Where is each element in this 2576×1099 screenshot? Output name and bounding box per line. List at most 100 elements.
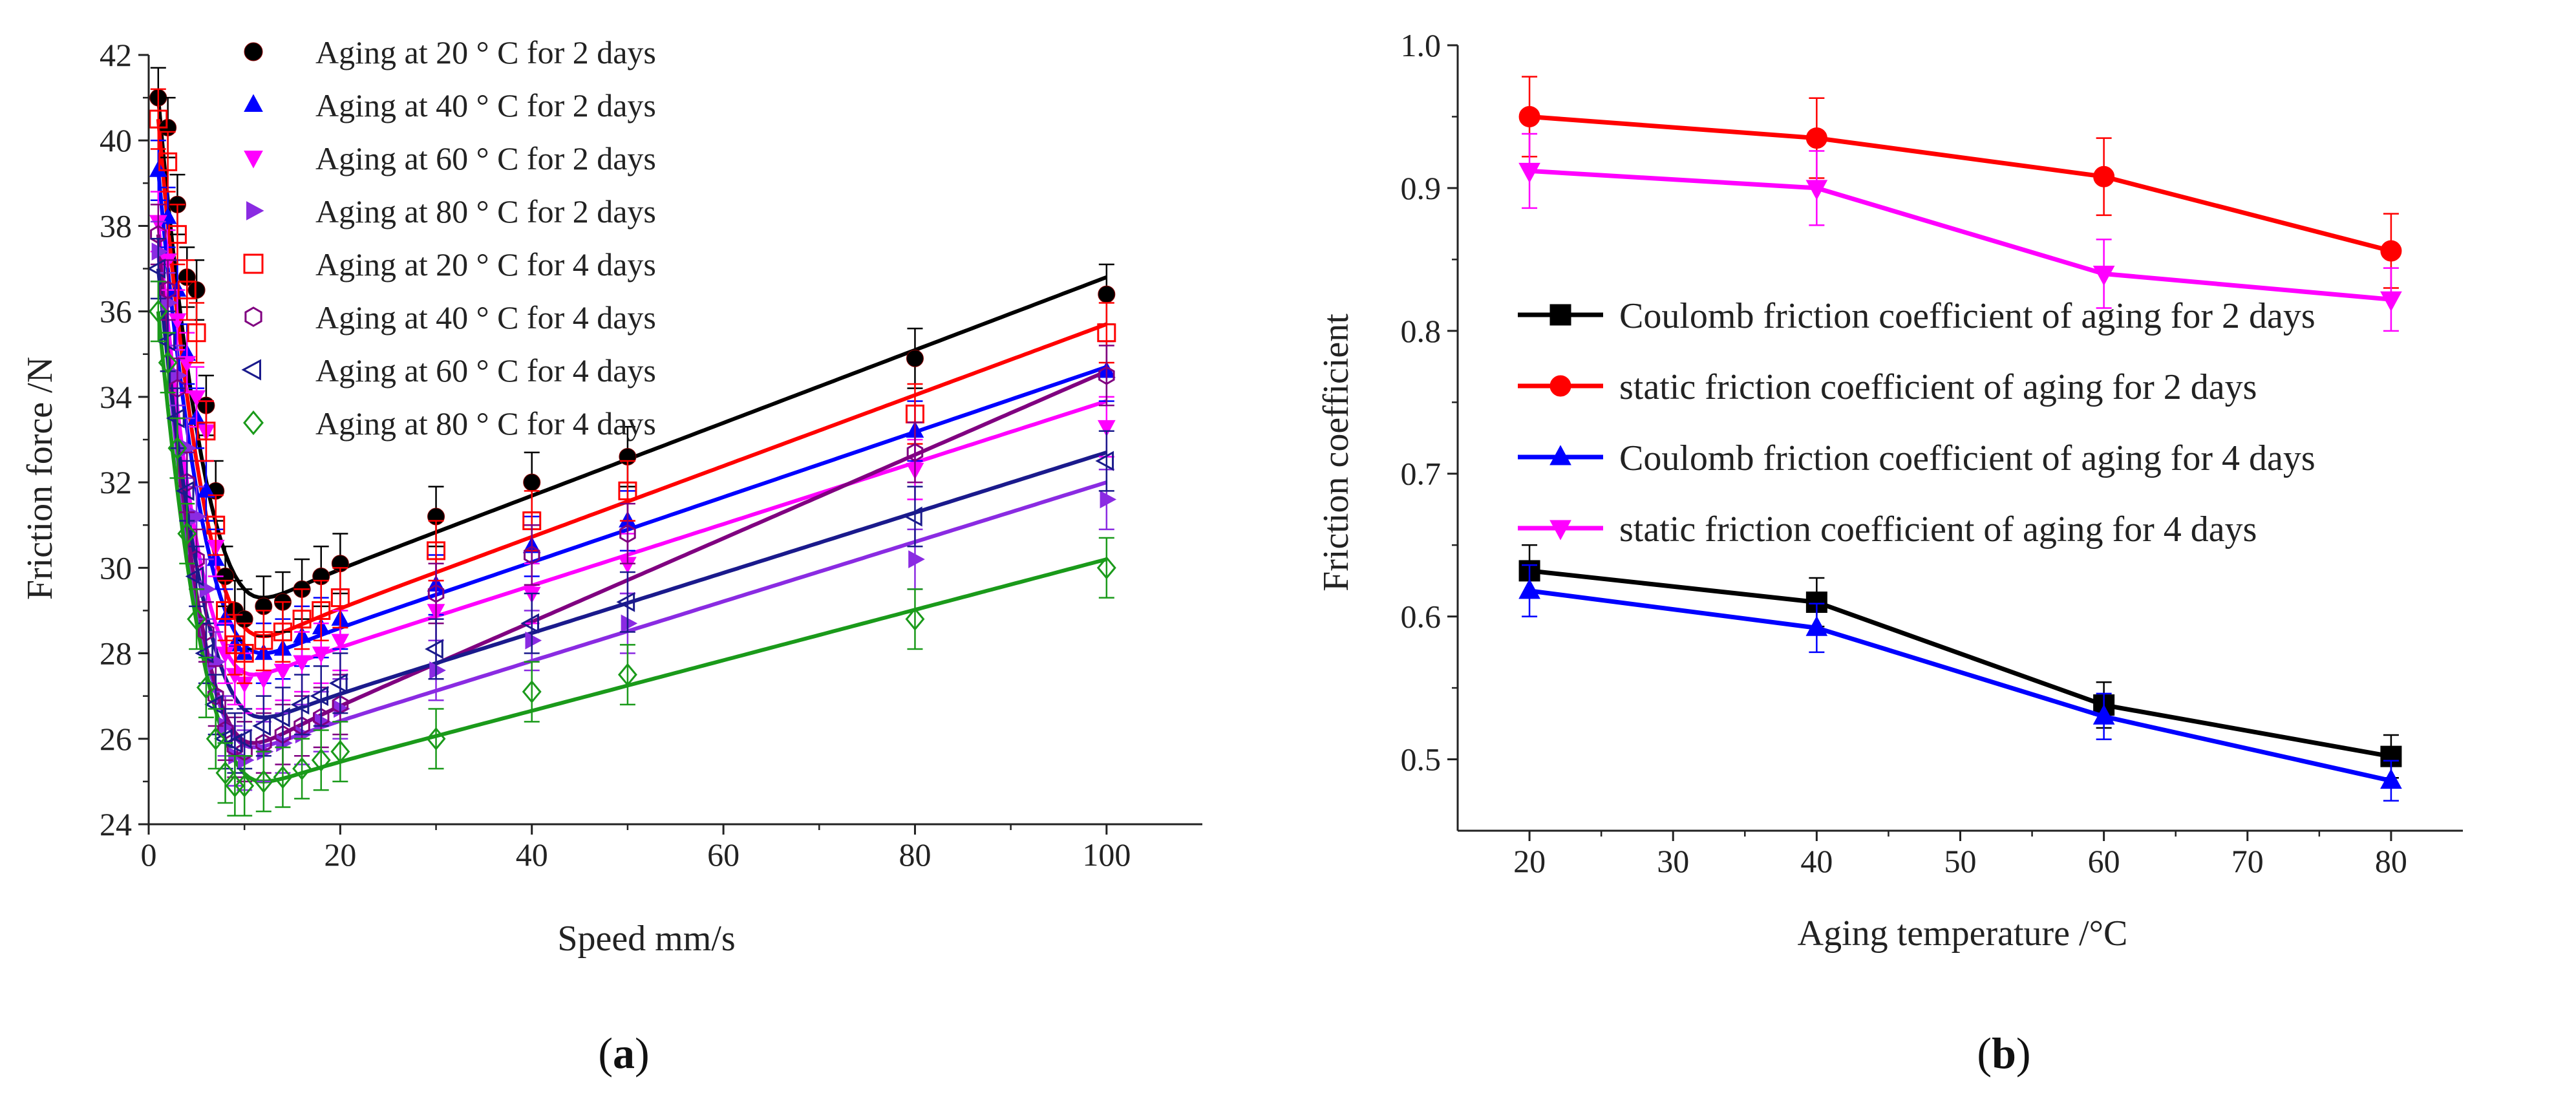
point-static-friction-coefficient-of-aging-for-2-days <box>1805 127 1827 149</box>
point-aging-at-20-c-for-4-days <box>206 515 226 535</box>
point-aging-at-60-c-for-2-days <box>178 356 197 373</box>
point-aging-at-60-c-for-2-days <box>331 634 350 651</box>
chart-b-axes: 20 30 40 50 60 70 80 0.5 0.6 0.7 0.8 0.9 1.0 <box>1401 27 2463 879</box>
error-bar-aging-at-60-c-for-4-days <box>524 592 540 654</box>
point-aging-at-60-c-for-2-days <box>1097 420 1116 437</box>
point-static-friction-coefficient-of-aging-for-4-days <box>1518 162 1540 184</box>
legend-marker-aging-at-40-c-for-2-days <box>244 94 263 112</box>
error-bar-aging-at-80-c-for-4-days <box>179 502 195 564</box>
error-bar-aging-at-60-c-for-4-days <box>907 485 923 548</box>
error-bar-aging-at-40-c-for-4-days <box>619 502 635 564</box>
error-bar-aging-at-20-c-for-4-days <box>275 601 291 663</box>
error-bar-aging-at-20-c-for-4-days <box>313 579 329 641</box>
point-aging-at-80-c-for-4-days <box>148 299 168 323</box>
chart-a-y-tick-label: 38 <box>100 208 132 244</box>
point-aging-at-20-c-for-4-days <box>235 644 254 663</box>
chart-b-ylabel: Friction coefficient <box>1316 314 1356 592</box>
point-aging-at-20-c-for-4-days <box>167 225 187 244</box>
point-aging-at-80-c-for-2-days <box>151 242 169 261</box>
point-aging-at-80-c-for-4-days <box>905 607 925 631</box>
point-static-friction-coefficient-of-aging-for-2-days <box>2380 240 2402 262</box>
chart-b-marks <box>1518 76 2402 802</box>
legend-marker-static-friction-coefficient-of-aging-for-4-days <box>1549 520 1571 540</box>
chart-a-marks <box>147 67 1117 817</box>
chart-a-y-tick-label: 36 <box>100 293 132 330</box>
legend-label-aging-at-80-c-for-4-days: Aging at 80 ° C for 4 days <box>315 405 656 442</box>
point-aging-at-60-c-for-4-days <box>185 566 204 587</box>
error-bar-aging-at-20-c-for-4-days <box>255 610 271 672</box>
chart-b-x-tick-label: 30 <box>1657 843 1689 879</box>
legend-label-aging-at-60-c-for-4-days: Aging at 60 ° C for 4 days <box>315 352 656 389</box>
error-bar-aging-at-80-c-for-4-days <box>428 708 444 770</box>
point-aging-at-80-c-for-4-days <box>617 663 637 687</box>
point-aging-at-60-c-for-4-days <box>175 480 195 501</box>
error-bar-aging-at-40-c-for-4-days <box>524 524 540 586</box>
error-bar-aging-at-20-c-for-4-days <box>294 588 310 650</box>
chart-a: 0 20 40 60 80 100 24 26 28 30 32 34 36 38 40 42 Aging a… <box>20 34 1202 1078</box>
error-bar-aging-at-80-c-for-4-days <box>313 729 329 791</box>
point-aging-at-20-c-for-4-days <box>254 631 273 650</box>
point-aging-at-20-c-for-4-days <box>158 152 178 171</box>
point-aging-at-80-c-for-4-days <box>235 774 255 798</box>
point-aging-at-20-c-for-4-days <box>312 601 331 620</box>
chart-a-axes: 0 20 40 60 80 100 24 26 28 30 32 34 36 38 40 42 <box>100 37 1202 873</box>
chart-b-x-tick-label: 80 <box>2375 843 2407 879</box>
error-bar-aging-at-80-c-for-4-days <box>198 656 214 718</box>
error-bar-aging-at-80-c-for-4-days <box>217 742 233 804</box>
fit-line-aging-at-60-c-for-2-days <box>156 221 1107 677</box>
chart-b-x-tick-label: 60 <box>2088 843 2120 879</box>
point-aging-at-60-c-for-4-days <box>1095 451 1114 471</box>
point-aging-at-80-c-for-4-days <box>522 680 542 703</box>
chart-a-y-tick-label: 30 <box>100 550 132 586</box>
point-aging-at-20-c-for-4-days <box>330 588 350 608</box>
point-aging-at-40-c-for-4-days <box>906 443 924 462</box>
point-aging-at-60-c-for-4-days <box>290 694 310 715</box>
chart-b: 20 30 40 50 60 70 80 0.5 0.6 0.7 0.8 0.9 1.0 Coulomb… <box>1316 27 2463 1078</box>
error-bar-aging-at-40-c-for-4-days <box>907 421 923 484</box>
chart-b-y-tick-label: 0.5 <box>1401 742 1442 778</box>
point-aging-at-20-c-for-4-days <box>187 323 206 343</box>
point-aging-at-40-c-for-4-days <box>1098 366 1115 385</box>
legend-label-aging-at-20-c-for-2-days: Aging at 20 ° C for 2 days <box>315 34 656 70</box>
legend-label-coulomb-friction-coefficient-of-aging-for-2-days: Coulomb friction coefficient of aging fo… <box>1619 296 2315 336</box>
chart-a-x-tick-label: 100 <box>1082 837 1131 873</box>
point-aging-at-80-c-for-2-days <box>621 614 638 633</box>
point-aging-at-60-c-for-4-days <box>147 259 166 279</box>
error-bar-aging-at-80-c-for-4-days <box>275 746 291 808</box>
chart-b-y-tick-label: 0.7 <box>1401 456 1442 492</box>
point-aging-at-40-c-for-2-days <box>149 160 167 177</box>
chart-b-x-tick-label: 40 <box>1800 843 1833 879</box>
legend-marker-aging-at-80-c-for-2-days <box>246 201 264 220</box>
chart-a-x-tick-label: 0 <box>141 837 157 873</box>
point-aging-at-80-c-for-4-days <box>1096 556 1116 580</box>
point-aging-at-20-c-for-4-days <box>149 109 168 129</box>
legend-marker-coulomb-friction-coefficient-of-aging-for-4-days <box>1549 445 1571 465</box>
point-aging-at-20-c-for-4-days <box>427 541 446 560</box>
point-aging-at-40-c-for-4-days <box>159 280 176 300</box>
error-bar-aging-at-80-c-for-4-days <box>150 281 166 343</box>
point-aging-at-80-c-for-2-days <box>429 661 446 679</box>
point-aging-at-40-c-for-2-days <box>197 480 215 498</box>
point-aging-at-60-c-for-2-days <box>187 390 206 407</box>
point-aging-at-20-c-for-2-days <box>1098 285 1116 303</box>
error-bar-aging-at-80-c-for-4-days <box>294 738 310 800</box>
point-aging-at-60-c-for-2-days <box>312 646 330 663</box>
point-aging-at-40-c-for-4-days <box>524 545 540 565</box>
error-bar-aging-at-80-c-for-4-days <box>332 721 348 783</box>
point-aging-at-80-c-for-4-days <box>253 769 273 793</box>
chart-a-y-tick-label: 26 <box>100 721 132 757</box>
error-bar-aging-at-80-c-for-4-days <box>169 417 186 479</box>
error-bar-aging-at-20-c-for-4-days <box>217 579 233 641</box>
chart-b-x-tick-label: 50 <box>1944 843 1977 879</box>
error-bar-aging-at-60-c-for-4-days <box>332 652 348 714</box>
chart-a-y-tick-label: 28 <box>100 635 132 672</box>
legend-label-aging-at-20-c-for-4-days: Aging at 20 ° C for 4 days <box>315 246 656 283</box>
series-line-coulomb-friction-coefficient-of-aging-for-2-days <box>1529 568 2392 759</box>
point-static-friction-coefficient-of-aging-for-4-days <box>2380 291 2402 312</box>
error-bar-aging-at-20-c-for-4-days <box>169 204 186 266</box>
point-aging-at-60-c-for-2-days <box>168 313 187 330</box>
point-aging-at-20-c-for-2-days <box>523 473 541 491</box>
error-bar-aging-at-60-c-for-4-days <box>294 674 310 736</box>
chart-a-y-tick-label: 34 <box>100 379 132 415</box>
